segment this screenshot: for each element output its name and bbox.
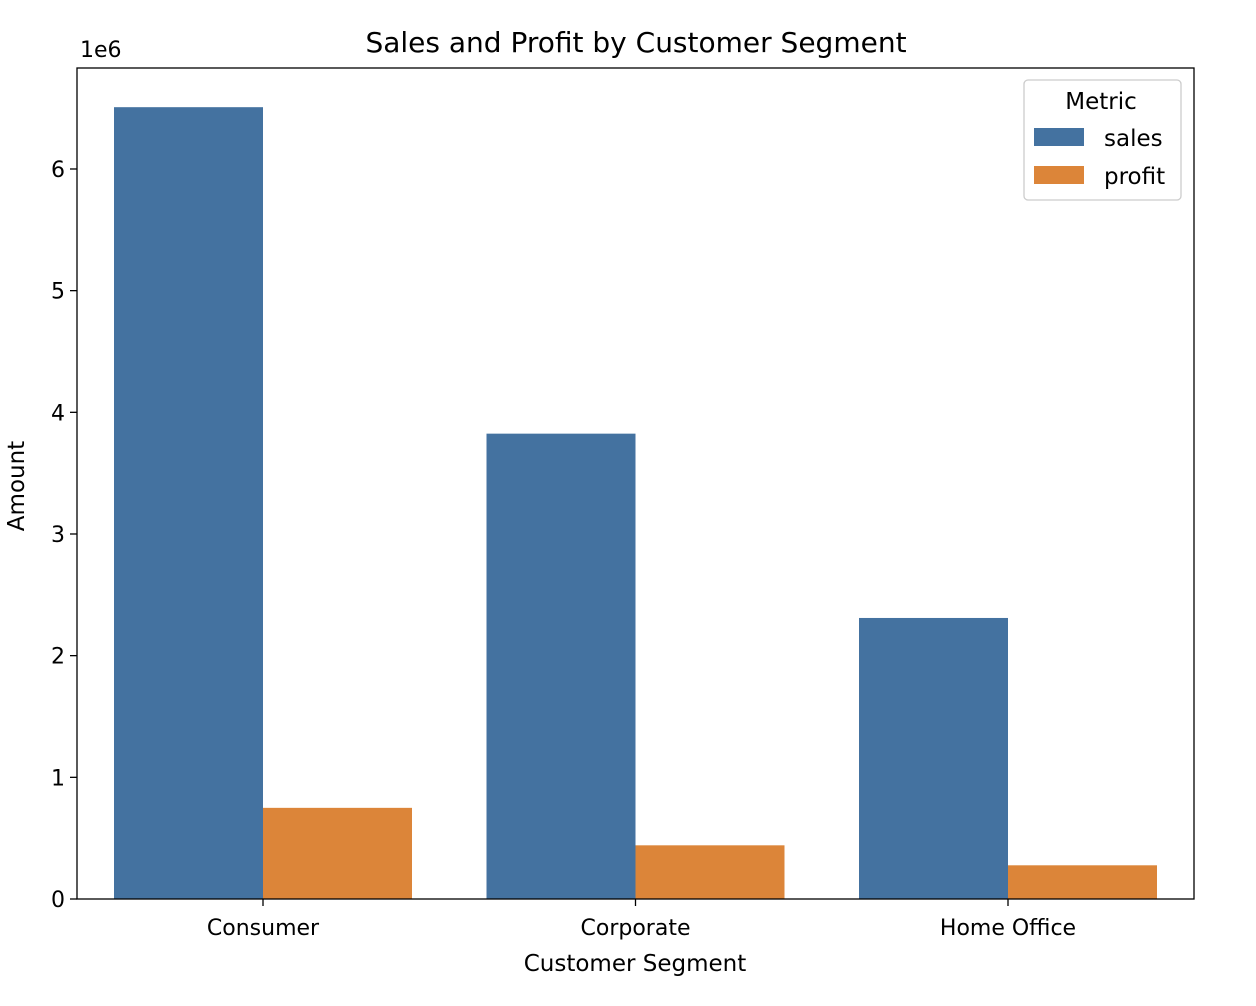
y-ticks-layer: 0 1 2 3 4 5 6 bbox=[51, 158, 77, 913]
x-axis-label: Customer Segment bbox=[524, 951, 747, 977]
bar-sales-corporate bbox=[486, 433, 636, 899]
y-axis-scale-label: 1e6 bbox=[80, 38, 122, 63]
legend-label-profit: profit bbox=[1104, 164, 1165, 190]
y-tick-label: 1 bbox=[51, 766, 65, 791]
bar-profit-corporate bbox=[635, 845, 785, 899]
legend-label-sales: sales bbox=[1104, 126, 1163, 152]
y-tick-label: 4 bbox=[51, 401, 65, 426]
x-axis: Consumer Corporate Home Office Customer Se… bbox=[207, 899, 1076, 977]
x-tick-label: Corporate bbox=[581, 916, 691, 941]
y-tick-label: 6 bbox=[51, 158, 65, 183]
legend-items: sales profit bbox=[1034, 126, 1165, 190]
y-tick-label: 5 bbox=[51, 280, 65, 305]
x-ticks-layer: Consumer Corporate Home Office bbox=[207, 899, 1076, 941]
bar-profit-home-office bbox=[1008, 865, 1157, 899]
y-axis: 0 1 2 3 4 5 6 1e6 Amount bbox=[4, 38, 122, 913]
legend: Metric sales profit bbox=[1023, 79, 1182, 201]
x-tick-label: Consumer bbox=[207, 916, 320, 941]
x-tick-label: Home Office bbox=[940, 916, 1076, 941]
plot-area bbox=[76, 67, 1195, 900]
bar-profit-consumer bbox=[263, 807, 412, 899]
legend-title: Metric bbox=[1065, 89, 1137, 115]
y-tick-label: 0 bbox=[51, 888, 65, 913]
bar-sales-consumer bbox=[114, 107, 263, 900]
y-axis-label: Amount bbox=[4, 441, 30, 531]
bars-layer bbox=[114, 107, 1157, 900]
legend-swatch-sales bbox=[1034, 128, 1084, 146]
y-tick-label: 3 bbox=[51, 523, 65, 548]
bar-sales-home-office bbox=[859, 617, 1008, 899]
y-tick-label: 2 bbox=[51, 645, 65, 670]
legend-swatch-profit bbox=[1034, 166, 1084, 184]
chart-title: Sales and Profit by Customer Segment bbox=[365, 26, 906, 59]
